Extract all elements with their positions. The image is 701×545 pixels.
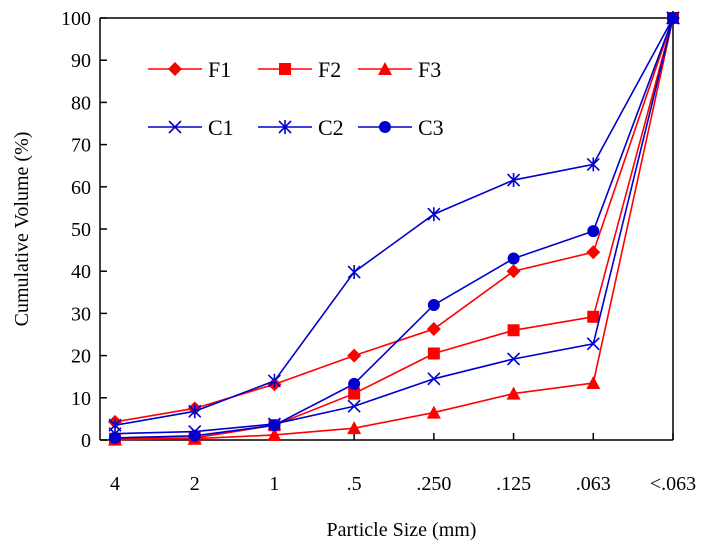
- y-tick-label: 0: [81, 430, 91, 452]
- data-point-c1: [348, 400, 360, 412]
- data-point-c3: [189, 430, 201, 442]
- data-point-c3: [348, 378, 360, 390]
- x-tick-label: 2: [190, 473, 200, 495]
- data-point-f2: [508, 324, 520, 336]
- legend-label-f2: F2: [318, 57, 341, 82]
- data-point-c2: [268, 374, 280, 388]
- x-tick-label: .5: [347, 473, 362, 495]
- x-tick-label: .125: [496, 473, 531, 495]
- legend-marker-c3: [379, 121, 391, 133]
- data-point-c2: [587, 157, 599, 171]
- legend-item-f1: F1: [148, 57, 231, 82]
- data-point-c2: [428, 207, 440, 221]
- data-point-c3: [109, 432, 121, 444]
- legend-item-c3: C3: [358, 115, 444, 140]
- series-c2: [109, 11, 679, 432]
- x-axis-label: Particle Size (mm): [327, 519, 477, 541]
- legend-marker-f1: [168, 62, 182, 76]
- series-line-f1: [115, 18, 673, 422]
- data-point-f2: [587, 311, 599, 323]
- legend-item-c1: C1: [148, 115, 234, 140]
- legend-item-c2: C2: [258, 115, 344, 140]
- y-tick-label: 80: [71, 92, 91, 114]
- data-point-c3: [587, 225, 599, 237]
- x-tick-label: <.063: [650, 473, 696, 495]
- y-axis-label: Cumulative Volume (%): [11, 132, 33, 327]
- x-tick-label: 1: [269, 473, 279, 495]
- data-point-f1: [507, 264, 521, 278]
- y-tick-label: 20: [71, 346, 91, 368]
- y-tick-label: 90: [71, 50, 91, 72]
- data-point-c3: [508, 253, 520, 265]
- data-point-f2: [428, 347, 440, 359]
- legend-label-f1: F1: [208, 57, 231, 82]
- y-tick-label: 40: [71, 261, 91, 283]
- data-point-c1: [428, 373, 440, 385]
- legend-item-f3: F3: [358, 57, 441, 82]
- y-tick-label: 30: [71, 303, 91, 325]
- data-point-c2: [508, 173, 520, 187]
- y-tick-label: 100: [61, 8, 91, 30]
- y-tick-label: 10: [71, 388, 91, 410]
- y-tick-label: 60: [71, 177, 91, 199]
- y-tick-label: 70: [71, 135, 91, 157]
- x-tick-label: .063: [576, 473, 611, 495]
- legend-item-f2: F2: [258, 57, 341, 82]
- series-line-c1: [115, 18, 673, 434]
- series-layer: [108, 11, 680, 446]
- x-tick-label: 4: [110, 473, 120, 495]
- legend-label-c1: C1: [208, 115, 234, 140]
- data-point-f1: [427, 322, 441, 336]
- legend-label-c2: C2: [318, 115, 344, 140]
- data-point-f3: [586, 376, 600, 389]
- data-point-c3: [428, 299, 440, 311]
- legend-marker-f2: [279, 63, 291, 75]
- series-line-c2: [115, 18, 673, 425]
- data-point-f1: [347, 349, 361, 363]
- y-tick-label: 50: [71, 219, 91, 241]
- legend-label-c3: C3: [418, 115, 444, 140]
- data-point-c3: [268, 419, 280, 431]
- data-point-f1: [586, 245, 600, 259]
- legend: F1 F2 F3 C1 C2 C3: [148, 57, 444, 140]
- x-tick-label: .250: [416, 473, 451, 495]
- data-point-c3: [667, 12, 679, 24]
- data-point-c2: [348, 265, 360, 279]
- series-f1: [108, 11, 680, 429]
- legend-label-f3: F3: [418, 57, 441, 82]
